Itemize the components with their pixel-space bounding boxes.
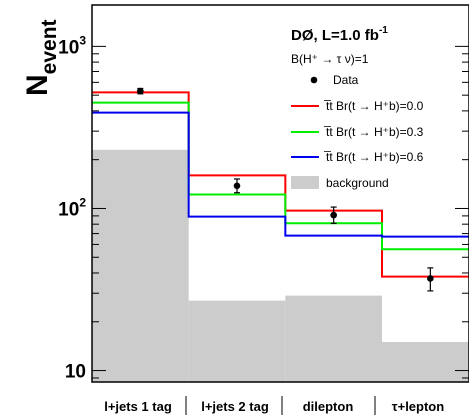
series-line <box>92 111 469 238</box>
data-point <box>233 182 241 190</box>
y-tick-label: 10 <box>65 362 86 383</box>
background-bar <box>92 149 189 382</box>
legend-label-background: background <box>326 176 389 190</box>
tick-marks <box>92 45 469 379</box>
data-points <box>137 87 434 292</box>
background-bar <box>188 300 286 382</box>
y-tick-labels: 10 102 103 <box>58 33 86 382</box>
legend-label-data: Data <box>333 73 359 87</box>
legend-subtitle: B(H⁺ → τ ν)=1 <box>291 52 369 66</box>
y-axis-label: Nevent <box>21 19 61 96</box>
legend-title: DØ, L=1.0 fb-1 <box>291 25 388 44</box>
data-point <box>330 211 337 219</box>
x-category-label: l+jets 1 tag <box>104 399 172 414</box>
x-category-label: l+jets 2 tag <box>201 399 269 414</box>
background-bar <box>285 295 382 382</box>
background-histogram <box>92 149 469 382</box>
legend-swatch-background <box>291 176 319 189</box>
data-point <box>427 275 434 282</box>
legend-marker-data <box>310 76 318 84</box>
background-bar <box>382 342 469 382</box>
legend: DØ, L=1.0 fb-1 B(H⁺ → τ ν)=1 Data t̅t Br(… <box>291 25 424 190</box>
y-tick-label: 103 <box>58 33 86 58</box>
signal-histograms <box>92 91 469 278</box>
legend-label: t̅t Br(t → H⁺b)=0.6 <box>324 150 424 164</box>
x-category-label: dilepton <box>303 399 354 414</box>
data-point <box>137 87 144 95</box>
x-category-label: τ+lepton <box>392 399 444 414</box>
y-tick-label: 102 <box>58 195 86 220</box>
x-category-labels: l+jets 1 tag l+jets 2 tag dilepton τ+lepton <box>104 396 444 415</box>
plot-frame <box>91 4 469 383</box>
legend-label: t̅t Br(t → H⁺b)=0.0 <box>324 99 424 113</box>
legend-label: t̅t Br(t → H⁺b)=0.3 <box>324 125 424 139</box>
